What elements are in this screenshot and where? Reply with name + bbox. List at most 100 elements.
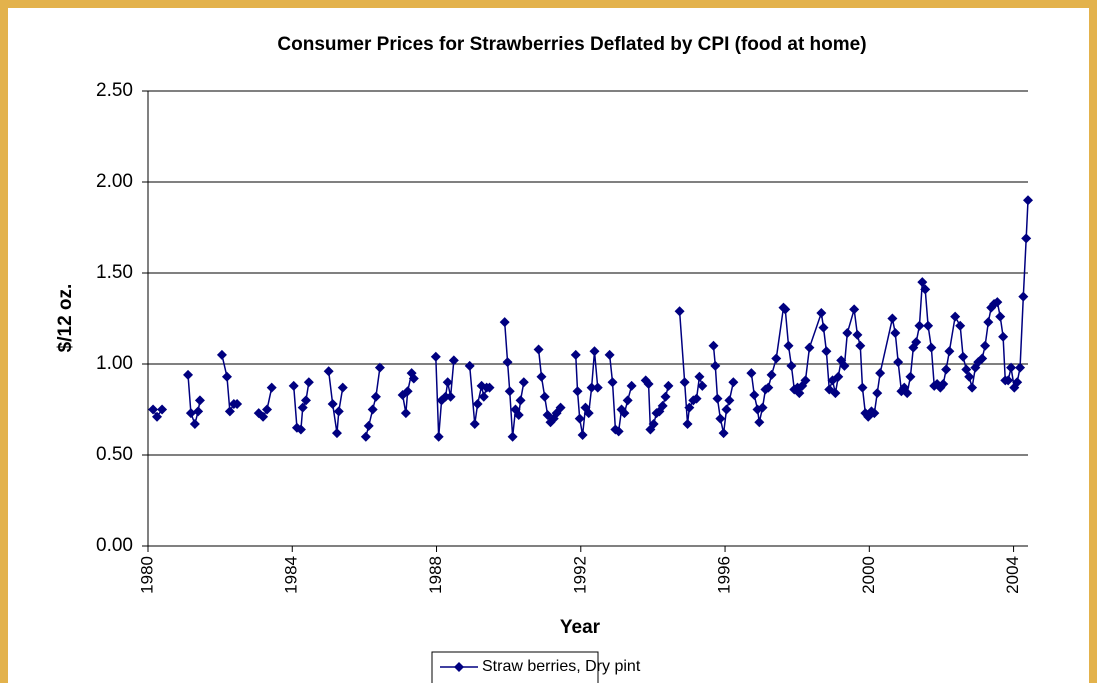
marker	[964, 371, 975, 382]
marker	[663, 380, 674, 391]
marker	[855, 340, 866, 351]
marker	[570, 349, 581, 360]
marker	[303, 377, 314, 388]
marker	[148, 404, 159, 415]
marker	[757, 402, 768, 413]
marker	[833, 371, 844, 382]
marker	[536, 371, 547, 382]
marker	[360, 431, 371, 442]
marker	[821, 346, 832, 357]
marker	[574, 413, 585, 424]
marker	[577, 429, 588, 440]
marker	[746, 368, 757, 379]
marker	[902, 388, 913, 399]
marker	[710, 360, 721, 371]
marker	[499, 317, 510, 328]
marker	[445, 391, 456, 402]
marker	[905, 371, 916, 382]
marker	[331, 428, 342, 439]
marker	[216, 349, 227, 360]
marker	[370, 391, 381, 402]
marker	[533, 344, 544, 355]
marker	[998, 331, 1009, 342]
marker	[433, 431, 444, 442]
marker	[684, 402, 695, 413]
marker	[258, 411, 269, 422]
marker	[842, 328, 853, 339]
marker	[583, 408, 594, 419]
marker	[1006, 362, 1017, 373]
marker	[408, 373, 419, 384]
marker	[469, 419, 480, 430]
marker	[682, 419, 693, 430]
marker	[941, 364, 952, 375]
marker	[183, 369, 194, 380]
x-tick-label: 1980	[137, 556, 156, 594]
marker	[189, 419, 200, 430]
y-tick-label: 2.00	[96, 171, 133, 192]
marker	[849, 304, 860, 315]
marker	[780, 304, 791, 315]
marker	[657, 400, 668, 411]
marker	[472, 399, 483, 410]
marker	[893, 357, 904, 368]
marker	[914, 320, 925, 331]
marker	[442, 377, 453, 388]
marker	[958, 351, 969, 362]
marker	[1023, 195, 1033, 206]
marker	[718, 428, 729, 439]
marker	[754, 417, 765, 428]
marker	[1021, 233, 1032, 244]
marker	[333, 406, 344, 417]
marker	[484, 382, 495, 393]
marker	[518, 377, 529, 388]
marker	[697, 380, 708, 391]
marker	[300, 395, 311, 406]
marker	[691, 393, 702, 404]
x-tick-label: 1984	[282, 556, 301, 594]
y-tick-label: 1.50	[96, 262, 133, 283]
marker	[513, 409, 524, 420]
x-tick-label: 1988	[426, 556, 445, 594]
marker	[1012, 377, 1023, 388]
x-tick-label: 1992	[570, 556, 589, 594]
marker	[504, 386, 515, 397]
marker	[185, 408, 196, 419]
marker	[586, 382, 597, 393]
marker	[648, 419, 659, 430]
marker	[327, 399, 338, 410]
x-tick-label: 1996	[715, 556, 734, 594]
y-tick-label: 1.00	[96, 353, 133, 374]
marker	[977, 353, 988, 364]
marker	[626, 380, 637, 391]
marker	[367, 404, 378, 415]
marker	[961, 364, 972, 375]
chart-area	[8, 8, 1089, 683]
marker	[400, 408, 411, 419]
marker	[715, 413, 726, 424]
marker	[193, 406, 204, 417]
y-tick-label: 0.50	[96, 444, 133, 465]
marker	[749, 389, 760, 400]
marker	[887, 313, 898, 324]
marker	[266, 382, 277, 393]
marker	[830, 388, 841, 399]
marker	[589, 346, 600, 357]
marker	[288, 380, 299, 391]
marker	[766, 369, 777, 380]
marker	[920, 284, 931, 295]
marker	[502, 357, 513, 368]
legend-marker	[454, 662, 464, 672]
marker	[923, 320, 934, 331]
marker	[950, 311, 961, 322]
y-axis-title: $/12 oz.	[55, 284, 76, 353]
marker	[1018, 291, 1029, 302]
chart-title: Consumer Prices for Strawberries Deflate…	[277, 34, 866, 55]
y-tick-label: 0.00	[96, 535, 133, 556]
marker	[926, 342, 937, 353]
marker	[613, 426, 624, 437]
marker	[604, 349, 615, 360]
marker	[983, 317, 994, 328]
marker	[262, 404, 273, 415]
